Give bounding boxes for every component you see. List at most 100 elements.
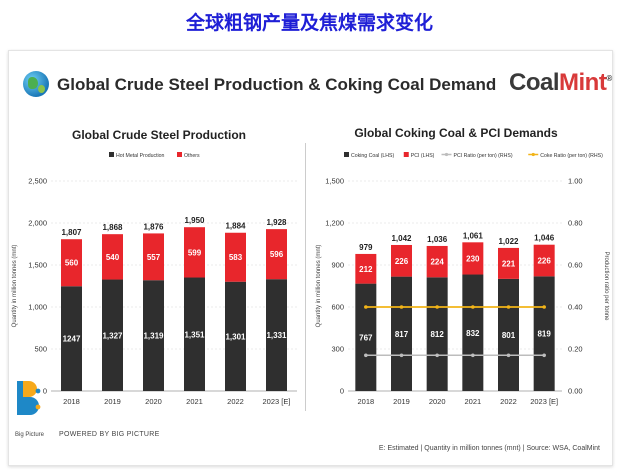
brand-part1: Coal	[509, 69, 560, 96]
coal-line-0-point-2	[435, 353, 439, 358]
big-picture-logo-icon	[17, 381, 41, 415]
steel-xtick-4: 2022	[227, 397, 244, 406]
steel-bar-top-2	[143, 233, 164, 281]
coal-total-label-2: 1,036	[427, 235, 448, 244]
steel-title: Global Crude Steel Production	[72, 128, 246, 142]
steel-total-label-1: 1,868	[102, 223, 123, 232]
coal-line-1-point-2	[435, 305, 439, 309]
steel-total-label-2: 1,876	[143, 222, 164, 231]
steel-value-label-top-2: 557	[147, 253, 161, 262]
coal-xtick-2: 2020	[429, 397, 446, 406]
coal-value-label-base-1: 817	[395, 330, 409, 339]
steel-value-label-base-0: 1247	[63, 335, 81, 344]
steel-ytick-0: 0	[43, 387, 47, 396]
coal-y2tick-0: 0.00	[568, 387, 583, 396]
source-footnote: E: Estimated | Quantity in million tonne…	[378, 445, 600, 452]
coal-ytick-1: 300	[331, 345, 344, 354]
coal-xtick-1: 2019	[393, 397, 410, 406]
steel-ylabel: Quantity in million tonnes (mnt)	[12, 245, 18, 328]
page-title: 全球粗钢产量及焦煤需求变化	[185, 12, 433, 34]
steel-xtick-1: 2019	[104, 397, 121, 406]
coal-bar-top-1	[391, 244, 412, 277]
coal-ytick-5: 1,500	[325, 177, 344, 186]
coal-y2tick-3: 0.60	[568, 261, 583, 270]
coal-xtick-4: 2022	[500, 397, 517, 406]
steel-bar-base-5	[266, 279, 287, 391]
coal-legend-swatch-0	[344, 152, 349, 157]
slide-title: Global Crude Steel Production & Coking C…	[57, 75, 497, 94]
coal-line-0-point-3	[471, 353, 475, 358]
steel-xtick-0: 2018	[63, 397, 80, 406]
steel-bar-base-2	[143, 280, 164, 391]
coal-value-label-base-4: 801	[502, 331, 516, 340]
coal-y2tick-4: 0.80	[568, 219, 583, 228]
brand-part2: Mint	[559, 69, 607, 96]
steel-value-label-base-3: 1,351	[184, 330, 205, 339]
coal-legend-label-0: Coking Coal (LHS)	[351, 153, 395, 159]
brand-mark: ®	[606, 74, 612, 83]
steel-value-label-top-4: 583	[229, 253, 243, 262]
steel-total-label-4: 1,884	[225, 222, 246, 231]
coal-y2label: Production ratio per tonne	[603, 251, 609, 321]
steel-bar-top-3	[184, 227, 205, 278]
coal-ytick-0: 0	[340, 387, 344, 396]
coal-line-1-point-3	[471, 305, 475, 309]
coal-ytick-4: 1,200	[325, 219, 344, 228]
steel-total-label-0: 1,807	[61, 228, 82, 237]
coal-line-0-point-0	[364, 353, 368, 358]
steel-value-label-top-5: 596	[270, 250, 284, 259]
coal-legend-label-2: PCI Ratio (per ton) (RHS)	[454, 153, 513, 159]
coal-title: Global Coking Coal & PCI Demands	[354, 126, 558, 140]
coal-value-label-top-3: 230	[466, 254, 480, 263]
steel-bar-base-0	[61, 286, 82, 391]
coal-xtick-5: 2023 [E]	[530, 397, 558, 406]
steel-value-label-base-4: 1,301	[225, 332, 246, 341]
steel-value-label-base-5: 1,331	[266, 331, 287, 340]
coal-value-label-top-1: 226	[395, 257, 409, 266]
chart-divider	[305, 143, 306, 411]
coal-line-0-point-1	[399, 353, 404, 358]
steel-bar-top-0	[61, 239, 82, 287]
crude-steel-chart: Global Crude Steel Production Hot Metal P…	[12, 128, 297, 406]
steel-value-label-top-0: 560	[65, 259, 79, 268]
coal-bar-top-5	[533, 244, 555, 277]
coal-ytick-2: 600	[331, 303, 344, 312]
coking-coal-chart: Global Coking Coal & PCI Demands Coking C…	[316, 126, 609, 406]
coal-total-label-5: 1,046	[534, 234, 555, 243]
coal-total-label-4: 1,022	[498, 237, 519, 246]
coal-value-label-top-2: 224	[430, 258, 444, 267]
coal-xtick-3: 2021	[464, 397, 481, 406]
coal-bar-base-0	[355, 283, 377, 391]
steel-ytick-3: 1,500	[28, 261, 47, 270]
coal-value-label-base-5: 819	[537, 330, 551, 339]
coal-value-label-top-0: 212	[359, 265, 373, 274]
steel-bar-base-4	[225, 281, 246, 391]
logo-label: Big Picture	[15, 432, 45, 438]
steel-legend-swatch-1	[177, 152, 182, 157]
coal-line-1-point-0	[364, 305, 368, 309]
coal-value-label-top-4: 221	[502, 259, 516, 268]
steel-ytick-5: 2,500	[28, 177, 47, 186]
coal-line-1-point-1	[399, 305, 404, 309]
coal-legend-marker-3	[531, 152, 535, 157]
coal-bar-base-1	[391, 276, 412, 391]
steel-ytick-2: 1,000	[28, 303, 47, 312]
steel-bar-base-3	[184, 277, 205, 391]
steel-xtick-3: 2021	[186, 397, 203, 406]
steel-legend-label-1: Others	[184, 153, 200, 159]
steel-bar-top-4	[225, 232, 246, 282]
coal-total-label-0: 979	[359, 243, 373, 252]
coal-y2tick-2: 0.40	[568, 303, 583, 312]
steel-value-label-base-2: 1,319	[143, 332, 164, 341]
steel-legend-label-0: Hot Metal Production	[116, 153, 165, 159]
coal-legend-swatch-1	[403, 152, 409, 157]
coal-value-label-base-0: 767	[359, 333, 373, 342]
steel-value-label-top-3: 599	[188, 248, 202, 257]
steel-total-label-5: 1,928	[266, 218, 287, 227]
steel-total-label-3: 1,950	[184, 216, 205, 225]
steel-bar-top-5	[266, 229, 287, 280]
coal-ytick-3: 900	[331, 261, 344, 270]
coal-bar-top-4	[498, 247, 519, 279]
coal-value-label-base-3: 832	[466, 329, 480, 338]
coal-bar-base-5	[533, 276, 555, 391]
